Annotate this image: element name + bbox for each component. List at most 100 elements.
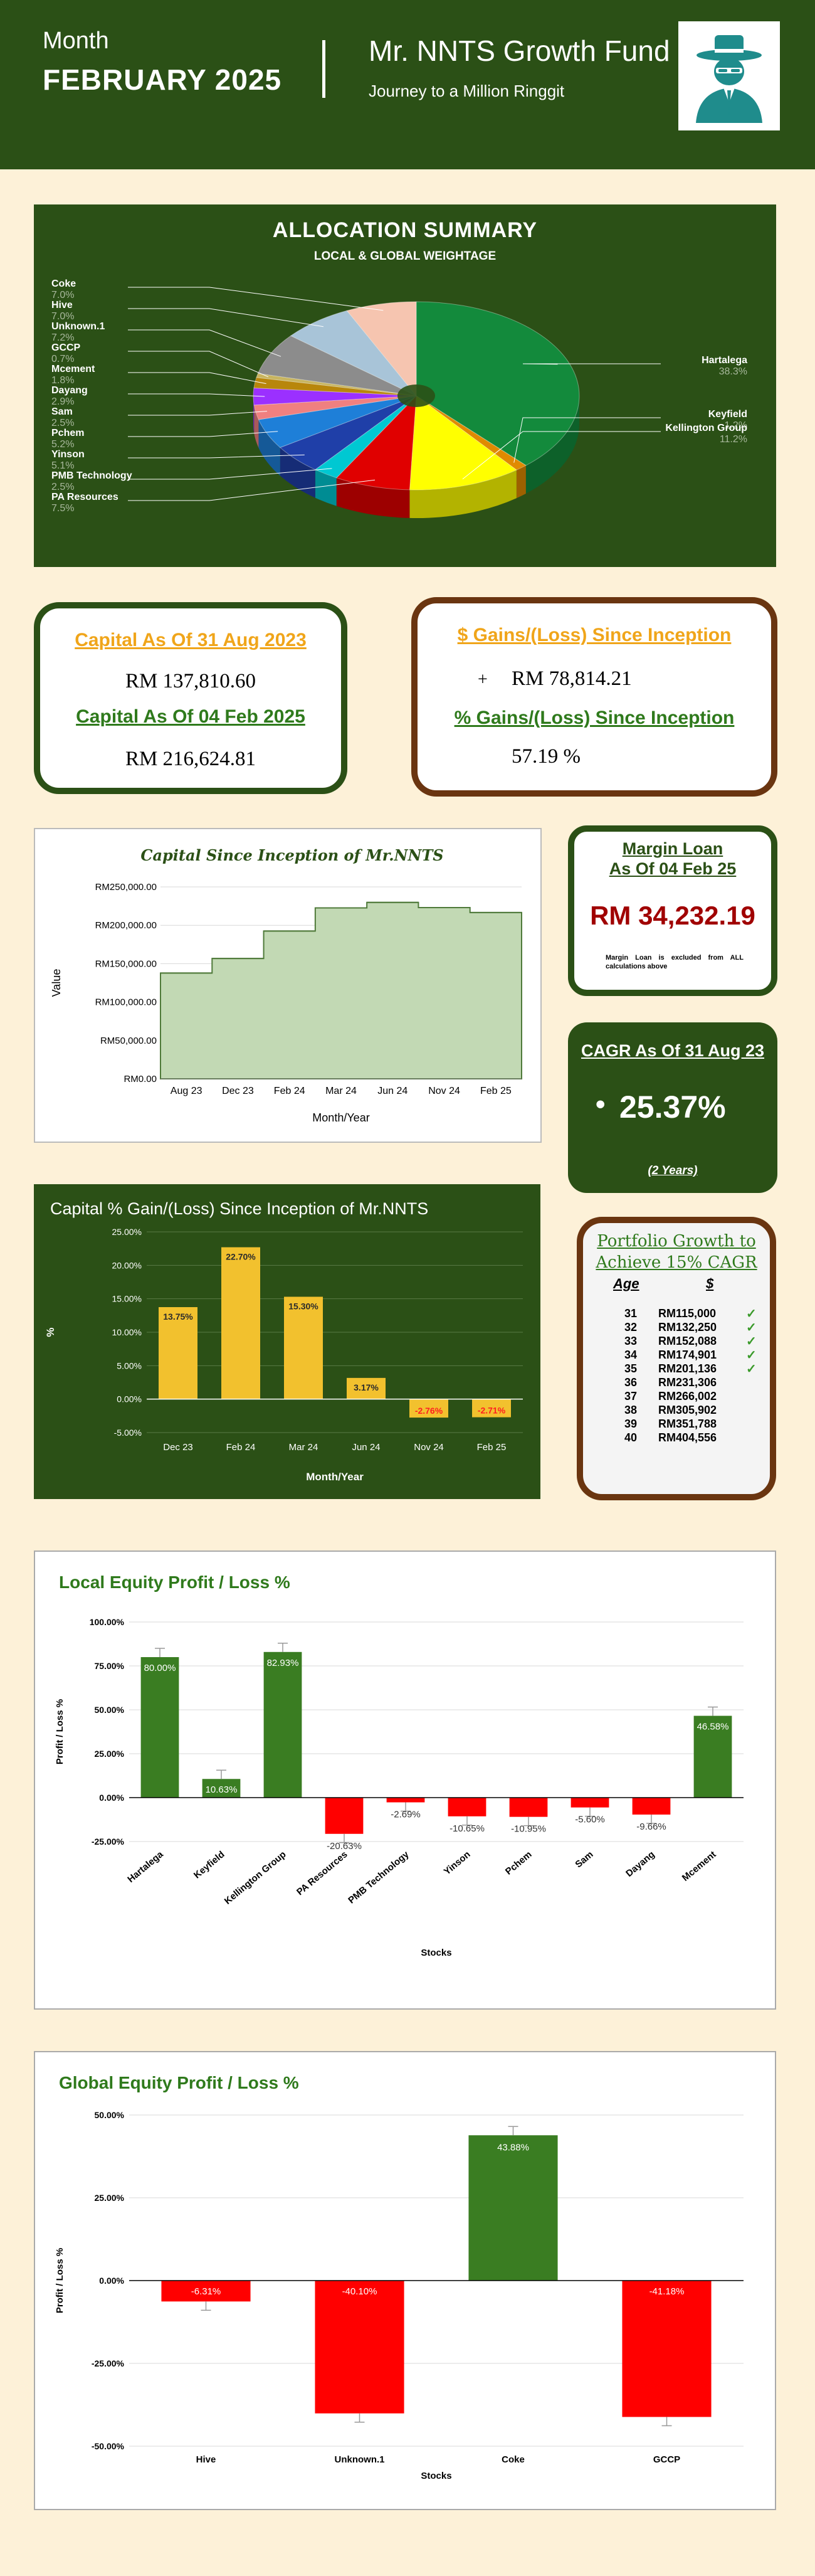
local-equity-bar — [632, 1798, 671, 1815]
pie-leader-unknown-1 — [128, 329, 281, 357]
global-equity-xtick: GCCP — [653, 2454, 680, 2465]
cagr-title: CAGR As Of 31 Aug 23 — [581, 1041, 765, 1060]
capital-start-title: Capital As Of 31 Aug 2023 — [75, 630, 307, 650]
pie-leader-yinson — [128, 454, 305, 458]
capital-gain-data-label: -2.76% — [415, 1406, 443, 1416]
pie-label-keyfield: Keyfield — [708, 409, 747, 420]
global-equity-ytick: 50.00% — [95, 2110, 125, 2120]
capital-gain-bar — [221, 1247, 260, 1399]
capital-line-ylabel: Value — [50, 969, 63, 997]
fund-subtitle: Journey to a Million Ringgit — [369, 82, 565, 100]
pie-label-unknown-1: Unknown.1 — [51, 321, 105, 332]
detective-icon — [678, 21, 780, 130]
pie-pct-sam: 2.5% — [51, 418, 75, 428]
pie-pct-kellington-group: 11.2% — [719, 434, 747, 445]
pie-leader-pmb-technology — [128, 468, 332, 480]
capital-line-xtick: Feb 24 — [274, 1086, 305, 1096]
capital-line-ytick: RM200,000.00 — [95, 920, 157, 931]
capital-line-xtick: Mar 24 — [325, 1086, 357, 1096]
growth-row-age: 36 — [624, 1376, 638, 1389]
local-equity-xtick: Yinson — [442, 1849, 473, 1877]
capital-gain-xtick: Dec 23 — [163, 1442, 193, 1453]
local-equity-title: Local Equity Profit / Loss % — [59, 1572, 290, 1592]
local-equity-data-label: -20.63% — [327, 1841, 362, 1852]
global-equity-panel: Global Equity Profit / Loss % -50.00% -25.… — [34, 2051, 776, 2510]
margin-loan-card: Margin Loan As Of 04 Feb 25 RM 34,232.19… — [568, 825, 777, 996]
capital-line-xlabel: Month/Year — [312, 1111, 369, 1124]
pie-leader-sam — [128, 411, 268, 416]
pie-slice-side-yinson — [280, 447, 315, 498]
growth-row-age: 33 — [624, 1335, 638, 1347]
pie-label-yinson: Yinson — [51, 449, 85, 460]
local-equity-ytick: 100.00% — [90, 1617, 125, 1627]
local-equity-xtick: PMB Technology — [346, 1849, 411, 1906]
growth-row-age: 32 — [624, 1321, 638, 1333]
pie-pct-coke: 7.0% — [51, 290, 75, 300]
capital-gain-ytick: 20.00% — [112, 1260, 142, 1270]
capital-gain-ytick: 10.00% — [112, 1327, 142, 1337]
capital-gain-bar — [347, 1377, 386, 1399]
growth-row-value: RM152,088 — [658, 1335, 717, 1347]
local-equity-xtick: Mcement — [680, 1849, 718, 1884]
local-equity-bar — [202, 1779, 241, 1798]
capital-gain-xtick: Feb 25 — [477, 1442, 507, 1453]
capital-gain-ytick: 15.00% — [112, 1294, 142, 1304]
pie-slice-kellington-group — [409, 395, 517, 490]
global-equity-xtick: Coke — [502, 2454, 525, 2465]
margin-value: RM 34,232.19 — [590, 901, 755, 930]
pie-slice-side-sam — [254, 405, 259, 448]
growth-row-age: 31 — [624, 1307, 638, 1320]
growth-row-value: RM404,556 — [658, 1431, 717, 1444]
growth-title-line2: Achieve 15% CAGR — [596, 1253, 757, 1272]
cagr-card: CAGR As Of 31 Aug 23 • 25.37% (2 Years) — [568, 1022, 777, 1193]
pie-slice-side-pa-resources — [336, 477, 410, 518]
global-equity-title: Global Equity Profit / Loss % — [59, 2073, 299, 2092]
pie-label-sam: Sam — [51, 406, 73, 417]
growth-col-value: $ — [706, 1276, 714, 1291]
growth-row-value: RM174,901 — [658, 1349, 717, 1361]
capital-line-area — [160, 901, 522, 1079]
capital-gain-data-label: -2.71% — [478, 1406, 506, 1416]
pie-slice-side-dayang — [253, 396, 255, 433]
pie-pct-unknown-1: 7.2% — [51, 332, 75, 343]
pie-slice-hive — [290, 310, 417, 396]
pie-label-kellington-group: Kellington Group — [665, 423, 747, 433]
portfolio-growth-card: Portfolio Growth to Achieve 15% CAGR Age… — [577, 1217, 776, 1500]
capital-gain-xtick: Nov 24 — [414, 1442, 444, 1453]
capital-gain-ytick: 5.00% — [117, 1360, 142, 1370]
pie-pct-mcement: 1.8% — [51, 375, 75, 386]
local-equity-xtick: Sam — [573, 1849, 595, 1870]
global-equity-data-label: -41.18% — [649, 2286, 685, 2297]
gains-sign: + — [478, 670, 488, 689]
pie-pct-pa-resources: 7.5% — [51, 503, 75, 514]
capital-gain-data-label: 22.70% — [226, 1252, 256, 1262]
local-equity-bar — [263, 1651, 302, 1798]
capital-gain-data-label: 15.30% — [288, 1301, 318, 1311]
global-equity-ytick: 25.00% — [95, 2193, 125, 2203]
capital-line-panel: Capital Since Inception of Mr.NNTS RM0.00… — [34, 828, 542, 1143]
pie-center-hole — [397, 384, 435, 407]
local-equity-xtick: Kellington Group — [223, 1849, 288, 1907]
pie-slice-hartalega — [416, 301, 580, 466]
pie-label-pa-resources: PA Resources — [51, 492, 118, 502]
local-equity-data-label: -9.66% — [636, 1821, 666, 1832]
pie-slice-pa-resources — [335, 395, 417, 490]
pie-label-pmb-technology: PMB Technology — [51, 470, 132, 481]
pie-leader-dayang — [128, 393, 265, 397]
local-equity-bar — [509, 1798, 548, 1817]
capital-now-title: Capital As Of 04 Feb 2025 — [76, 706, 305, 727]
pie-label-hartalega: Hartalega — [702, 355, 747, 366]
global-equity-data-label: -6.31% — [191, 2286, 221, 2297]
pie-pct-keyfield: 1.2% — [724, 420, 747, 431]
margin-title-line2: As Of 04 Feb 25 — [609, 859, 737, 878]
pie-leader-pa-resources — [128, 479, 376, 501]
growth-col-age: Age — [613, 1276, 639, 1291]
check-icon: ✓ — [746, 1307, 757, 1321]
local-equity-data-label: -10.95% — [511, 1824, 546, 1835]
capital-gain-bar — [409, 1399, 448, 1418]
capital-gain-ytick: -5.00% — [114, 1428, 142, 1438]
capital-gain-data-label: 3.17% — [354, 1382, 379, 1392]
growth-row-value: RM132,250 — [658, 1321, 717, 1333]
gains-dollar-title: $ Gains/(Loss) Since Inception — [457, 625, 732, 645]
global-equity-ytick: -50.00% — [92, 2441, 125, 2451]
